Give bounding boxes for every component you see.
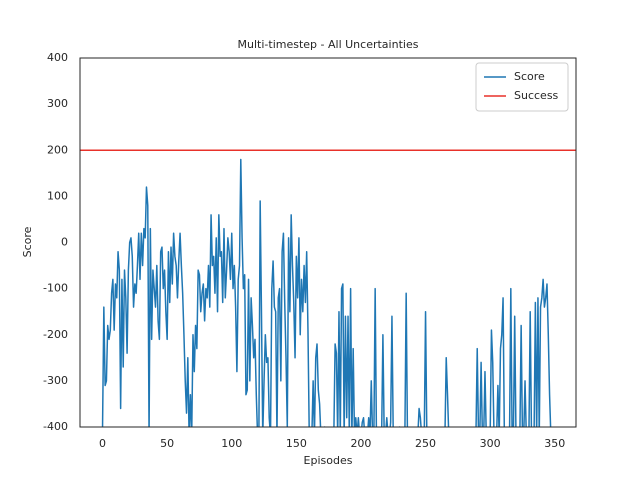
legend: Score Success [475, 62, 569, 112]
y-tick-label: -100 [43, 282, 68, 295]
chart-title: Multi-timestep - All Uncertainties [238, 38, 419, 51]
x-tick-label: 250 [415, 437, 436, 450]
x-tick-label: 150 [286, 437, 307, 450]
legend-label: Success [514, 89, 559, 102]
y-axis-label: Score [21, 226, 34, 257]
y-tick-label: -300 [43, 374, 68, 387]
y-tick-label: -200 [43, 328, 68, 341]
x-tick-label: 100 [221, 437, 242, 450]
legend-label: Score [514, 70, 545, 83]
x-tick-label: 300 [480, 437, 501, 450]
y-tick-label: 400 [47, 51, 68, 64]
plot-area [80, 149, 576, 427]
y-tick-label: 0 [61, 236, 68, 249]
x-tick-label: 350 [544, 437, 565, 450]
x-tick-label: 0 [99, 437, 106, 450]
axes-frame [79, 57, 577, 428]
x-tick-label: 200 [350, 437, 371, 450]
legend-box [475, 62, 569, 112]
y-tick-label: 100 [47, 189, 68, 202]
x-axis-label: Episodes [304, 454, 353, 467]
score-line [101, 158, 552, 427]
y-tick-label: 200 [47, 143, 68, 156]
x-tick-label: 50 [160, 437, 174, 450]
y-tick-label: -400 [43, 420, 68, 433]
y-tick-label: 300 [47, 97, 68, 110]
